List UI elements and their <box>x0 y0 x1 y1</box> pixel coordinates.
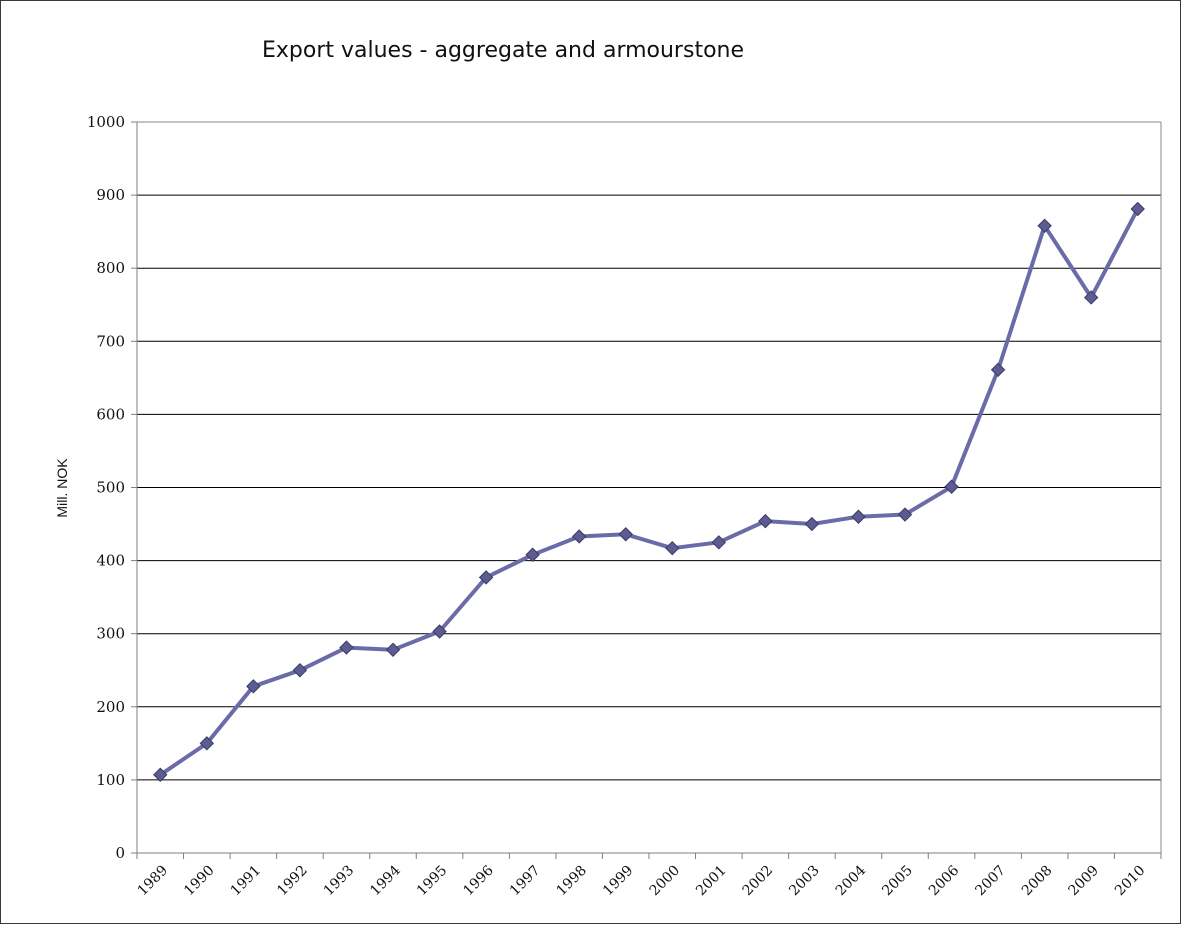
y-tick-labels: 0 100 200 300 400 500 600 700 800 900 1000 <box>87 113 125 862</box>
x-tick-label: 1993 <box>321 863 358 900</box>
data-point-marker <box>851 509 866 524</box>
x-tick-label: 2002 <box>740 863 777 900</box>
x-tick-label: 1989 <box>135 863 172 900</box>
x-tick-labels: 1989 1990 1991 1992 1993 1994 1995 1996 1997 1998… <box>135 862 1149 899</box>
y-tick-label: 400 <box>96 552 125 570</box>
series-line <box>158 207 1140 777</box>
x-tick-label: 2010 <box>1112 863 1149 900</box>
x-tick-label: 2007 <box>972 863 1009 900</box>
y-tick-label: 600 <box>96 405 125 423</box>
x-tick-label: 1995 <box>414 863 451 900</box>
data-point-marker <box>944 479 959 494</box>
y-tick-label: 200 <box>96 698 125 716</box>
data-point-marker <box>665 540 680 556</box>
x-tick-label: 2009 <box>1065 863 1102 900</box>
y-tick-label: 700 <box>96 332 125 350</box>
data-point-marker <box>432 624 447 639</box>
x-tick-label: 2001 <box>693 863 730 900</box>
data-point-marker <box>618 527 633 542</box>
data-point-marker <box>153 767 168 782</box>
y-tick-label: 900 <box>96 186 125 204</box>
data-point-marker <box>525 547 540 562</box>
data-point-marker <box>339 640 354 655</box>
x-tick-label: 2003 <box>786 863 823 900</box>
axes <box>131 121 1162 859</box>
data-point-marker <box>711 535 727 550</box>
x-tick-label: 2005 <box>879 863 916 900</box>
x-tick-label: 2000 <box>647 863 684 900</box>
grid-lines <box>137 194 1161 781</box>
x-tick-label: 1998 <box>553 863 590 900</box>
x-tick-label: 1997 <box>507 863 544 900</box>
data-point-marker <box>385 642 401 657</box>
data-point-marker <box>246 679 261 694</box>
data-point-marker <box>478 570 494 585</box>
data-point-marker <box>199 736 215 751</box>
x-tick-label: 1992 <box>274 863 311 900</box>
y-tick-label: 100 <box>96 771 125 789</box>
y-tick-label: 1000 <box>87 113 125 131</box>
data-point-marker <box>804 516 820 532</box>
x-tick-label: 2004 <box>833 862 870 899</box>
y-axis-label: Mill. NOK <box>54 458 70 518</box>
x-tick-label: 1991 <box>228 863 265 900</box>
x-tick-label: 2006 <box>926 862 963 899</box>
x-tick-label: 1999 <box>600 863 637 900</box>
data-point-marker <box>1130 201 1145 217</box>
x-tick-label: 1994 <box>367 862 404 899</box>
x-tick-label: 1996 <box>460 862 497 899</box>
y-tick-label: 800 <box>96 259 125 277</box>
x-tick-label: 1990 <box>181 863 218 900</box>
y-tick-label: 0 <box>115 844 125 862</box>
data-point-marker <box>758 513 773 529</box>
chart-title: Export values - aggregate and armourston… <box>262 38 744 63</box>
series-layer <box>153 201 1145 782</box>
y-tick-label: 500 <box>96 479 125 497</box>
data-point-marker <box>1037 218 1052 234</box>
data-point-marker <box>1083 290 1099 305</box>
data-point-marker <box>990 362 1006 378</box>
data-point-marker <box>897 507 913 522</box>
x-tick-label: 2008 <box>1019 863 1056 900</box>
y-tick-label: 300 <box>96 625 125 643</box>
data-point-marker <box>292 663 308 678</box>
data-point-marker <box>571 529 587 544</box>
